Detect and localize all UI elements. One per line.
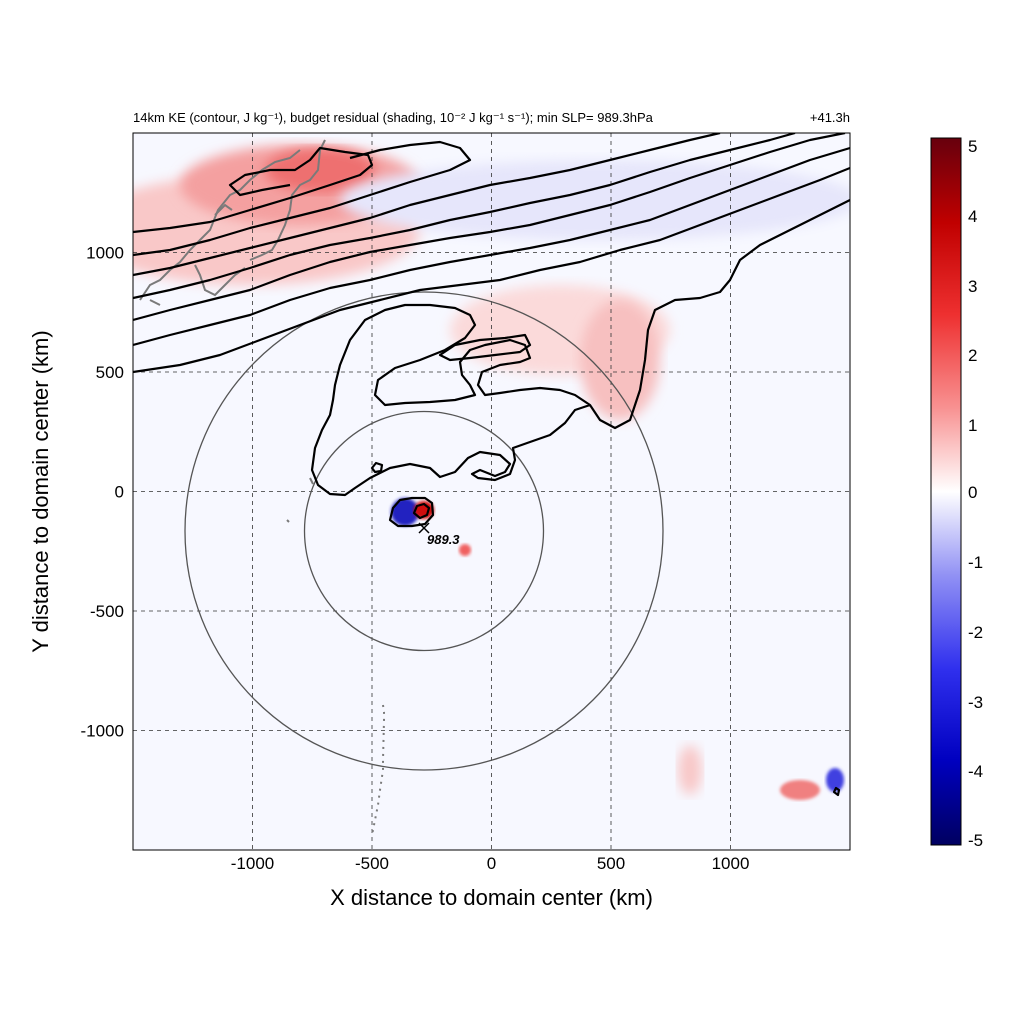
ke-contour-2 [133, 146, 850, 347]
coastline-east-of-landmass [249, 139, 326, 261]
ke-contour-6 [133, 140, 472, 257]
chart-title: 14km KE (contour, J kg⁻¹), budget residu… [133, 110, 654, 125]
plot-area: 989.3 [133, 133, 850, 850]
colorbar-tick-label: 0 [968, 483, 977, 502]
ke-contour-inner-loop [438, 333, 532, 362]
ke-contour-core-inner [412, 502, 431, 520]
x-tick-label: -500 [355, 854, 389, 873]
ke-contour-4 [133, 133, 796, 300]
x-tick-label: 1000 [712, 854, 750, 873]
plot-frame [132, 132, 851, 851]
colorbar-tick-label: -1 [968, 553, 983, 572]
island-chain-mid [286, 477, 314, 523]
ke-contour-3 [133, 133, 846, 322]
range-circle-inner [303, 410, 545, 652]
ke-contour-north-east-loop [310, 199, 850, 497]
colorbar-tick-label: 2 [968, 346, 977, 365]
positive-patch-south [678, 745, 702, 795]
y-tick-label: -500 [90, 602, 124, 621]
colorbar-gradient [930, 137, 962, 846]
ke-contour-5 [133, 133, 721, 277]
colorbar-tick-label: -2 [968, 623, 983, 642]
colorbar-tick-label: -3 [968, 693, 983, 712]
ke-contours [133, 133, 850, 797]
negative-patch-corner [826, 768, 844, 792]
coastline-islands [149, 203, 233, 306]
range-circles [184, 291, 664, 771]
positive-band-east [580, 300, 660, 420]
y-axis-title: Y distance to domain center (km) [28, 330, 53, 652]
ke-contour-core-outer [388, 496, 435, 528]
range-circle-outer [184, 291, 664, 771]
x-tick-label: -1000 [231, 854, 274, 873]
chart-time-label: +41.3h [810, 110, 850, 125]
colorbar-tick-label: 4 [968, 207, 977, 226]
ke-contour-7 [133, 146, 374, 234]
ke-contour-small-loop [370, 461, 384, 474]
ke-contour-corner [832, 786, 841, 797]
colorbar: 5 4 3 2 1 0 -1 -2 -3 -4 -5 [930, 137, 983, 850]
y-tick-label: 0 [115, 483, 124, 502]
coastline-peninsula [194, 264, 246, 297]
colorbar-tick-label: -4 [968, 762, 983, 781]
positive-band-jet-core [265, 148, 375, 192]
y-axis: -1000 -500 0 500 1000 Y distance to doma… [28, 244, 124, 741]
colorbar-ticks: 5 4 3 2 1 0 -1 -2 -3 -4 -5 [968, 137, 983, 850]
positive-patch-corner [780, 780, 820, 800]
colorbar-tick-label: 5 [968, 137, 977, 156]
wave-band-north [340, 160, 850, 240]
ke-contour-1 [133, 166, 850, 374]
min-slp-marker [418, 522, 430, 534]
positive-spot-core [459, 544, 471, 556]
colorbar-tick-label: -5 [968, 831, 983, 850]
x-axis: -1000 -500 0 500 1000 X distance to doma… [231, 854, 750, 910]
negative-patch-core [391, 498, 419, 526]
y-tick-label: -1000 [81, 722, 124, 741]
x-tick-label: 500 [597, 854, 625, 873]
y-tick-label: 1000 [86, 244, 124, 263]
colorbar-tick-label: 3 [968, 277, 977, 296]
min-slp-label: 989.3 [427, 532, 460, 547]
x-axis-title: X distance to domain center (km) [330, 885, 653, 910]
colorbar-tick-label: 1 [968, 416, 977, 435]
x-tick-label: 0 [487, 854, 496, 873]
y-tick-label: 500 [96, 363, 124, 382]
